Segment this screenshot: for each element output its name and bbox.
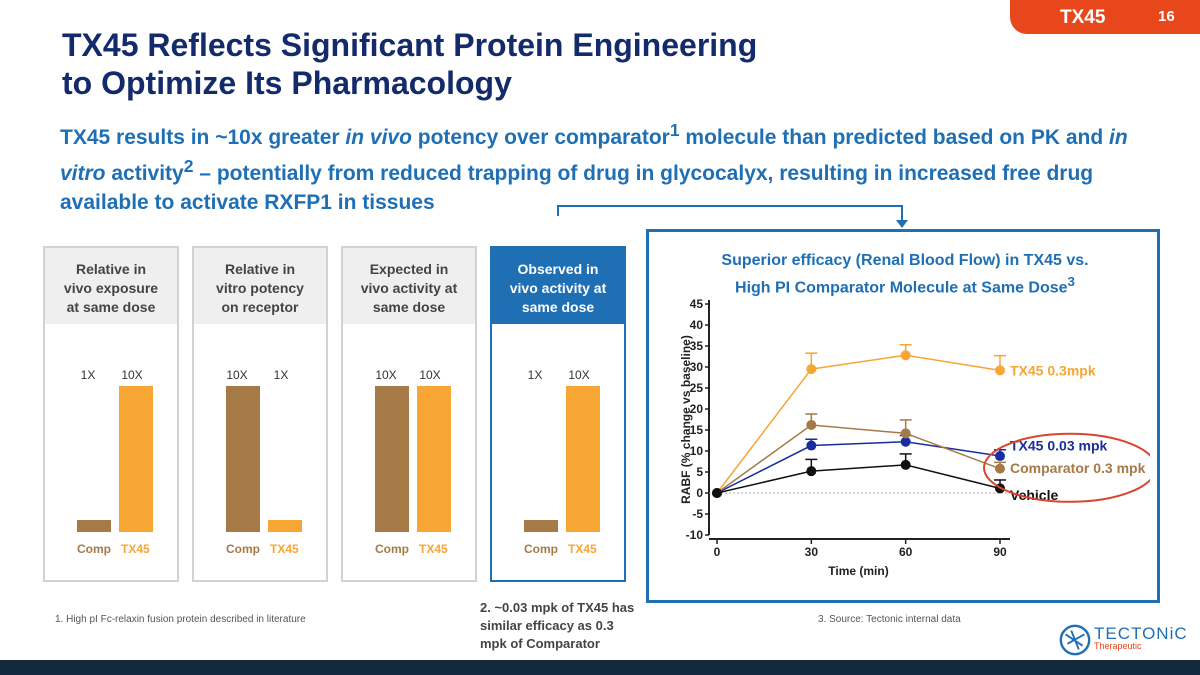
x-tick-label: 60 [899, 545, 913, 559]
tx45-label: TX45 [270, 542, 299, 556]
data-point [995, 365, 1005, 376]
x-tick-label: 30 [805, 545, 819, 559]
comparison-panel-1: Relative in vivo exposure at same dose 1… [43, 246, 179, 582]
data-point [900, 459, 911, 470]
highlight-ellipse [983, 432, 1150, 503]
y-tick-label: 20 [690, 402, 704, 416]
series-line-0 [716, 354, 1001, 494]
data-point [900, 350, 911, 361]
tx45-label: TX45 [568, 542, 597, 556]
comp-bar [375, 386, 409, 532]
data-point [900, 436, 911, 447]
y-tick-label: 40 [690, 318, 704, 332]
x-tick-label: 0 [714, 545, 721, 559]
comp-bar [524, 520, 558, 532]
y-tick-label: 45 [690, 297, 704, 311]
x-axis-title: Time (min) [828, 564, 888, 578]
data-point [806, 419, 817, 430]
footnote-2: 2. ~0.03 mpk of TX45 has similar efficac… [480, 600, 635, 651]
footnote-3: 3. Source: Tectonic internal data [818, 614, 961, 625]
chart-frame [646, 229, 1160, 603]
tx45-label: TX45 [121, 542, 150, 556]
page-number: 16 [1158, 8, 1175, 25]
comp-label: Comp [375, 542, 409, 556]
tx45-bar [119, 386, 153, 532]
series-label: TX45 0.03 mpk [1010, 438, 1107, 454]
series-line-3 [716, 464, 1001, 494]
y-tick-label: 0 [696, 486, 703, 500]
connector-arrow [557, 205, 908, 228]
data-point [806, 440, 817, 451]
comp-label: Comp [226, 542, 260, 556]
comparison-panel-4: Observed in vivo activity at same dose 1… [490, 246, 626, 582]
comp-bar [77, 520, 111, 532]
comp-multiplier: 10X [375, 368, 397, 382]
logo-subtitle: Therapeutic [1094, 641, 1142, 651]
tx45-multiplier: 1X [273, 368, 289, 382]
tx45-bar [566, 386, 600, 532]
tx45-label: TX45 [419, 542, 448, 556]
tectonic-logo-icon [1059, 624, 1091, 656]
y-tick-label: 10 [690, 444, 704, 458]
comp-bar [226, 386, 260, 532]
y-tick-label: 15 [690, 423, 704, 437]
comparison-panel-3: Expected in vivo activity at same dose 1… [341, 246, 477, 582]
page-title: TX45 Reflects Significant Protein Engine… [62, 27, 758, 101]
tx45-multiplier: 10X [568, 368, 590, 382]
tx45-multiplier: 10X [121, 368, 143, 382]
panel-header: Relative in vivo exposure at same dose [45, 248, 177, 324]
comp-label: Comp [77, 542, 111, 556]
series-label: Comparator 0.3 mpk [1010, 460, 1146, 476]
rbf-line-chart: -10 -5 0 5 10 15 20 25 30 35 40 45 0 30 60 90 Time (min)… [679, 297, 1150, 578]
data-point [806, 364, 817, 375]
y-tick-label: -10 [686, 528, 704, 542]
y-tick-label: 25 [690, 381, 704, 395]
section-tag-label: TX45 [1060, 7, 1106, 28]
footnote-1: 1. High pI Fc-relaxin fusion protein des… [55, 614, 306, 625]
comp-multiplier: 1X [527, 368, 543, 382]
tx45-bar [417, 386, 451, 532]
series-label: Vehicle [1010, 487, 1058, 503]
y-tick-label: 5 [696, 465, 703, 479]
chart-title: Superior efficacy (Renal Blood Flow) in … [721, 252, 1089, 297]
tx45-bar [268, 520, 302, 532]
x-tick-label: 90 [993, 545, 1007, 559]
y-tick-label: 30 [690, 360, 704, 374]
comparison-panel-2: Relative in vitro potency on receptor 10… [192, 246, 328, 582]
data-point [995, 451, 1005, 462]
comp-label: Comp [524, 542, 558, 556]
comp-multiplier: 10X [226, 368, 248, 382]
y-tick-label: 35 [690, 339, 704, 353]
y-tick-label: -5 [692, 507, 703, 521]
tx45-multiplier: 10X [419, 368, 441, 382]
series-line-2 [716, 424, 1001, 494]
data-point [995, 463, 1005, 474]
y-axis-title: RABF (% change vs baseline) [679, 335, 693, 504]
panel-header: Expected in vivo activity at same dose [343, 248, 475, 324]
footer-bar [0, 660, 1200, 675]
data-point [712, 488, 722, 498]
subtitle: TX45 results in ~10x greater in vivo pot… [60, 120, 1128, 214]
series-label: TX45 0.3mpk [1010, 362, 1096, 378]
comp-multiplier: 1X [80, 368, 96, 382]
data-point [806, 466, 817, 477]
panel-header: Relative in vitro potency on receptor [194, 248, 326, 324]
data-point [900, 428, 911, 439]
logo-wordmark: TECTONiC [1094, 624, 1188, 643]
section-tag: TX45 16 [1010, 0, 1200, 34]
series-line-1 [716, 441, 1001, 494]
panel-header: Observed in vivo activity at same dose [492, 248, 624, 324]
